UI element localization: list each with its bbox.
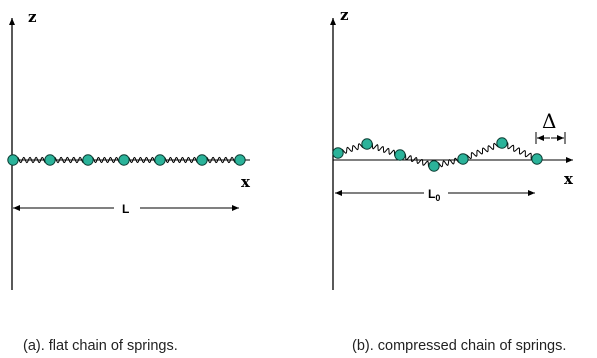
z-label-a: z xyxy=(28,8,37,26)
panel-b-mass-2 xyxy=(361,138,373,150)
panel-b-mass-7 xyxy=(531,153,543,165)
length-label-b-subscript: 0 xyxy=(435,193,440,203)
panel-b-mass-4 xyxy=(428,160,440,172)
panel-a-mass-7 xyxy=(234,154,246,166)
panel-a-mass-4 xyxy=(118,154,130,166)
length-label-b: L0 xyxy=(428,187,440,203)
panel-b: z x Δ L0 (b). compressed chain of spring… xyxy=(330,6,574,354)
panel-b-mass-3 xyxy=(394,149,406,161)
panel-a-mass-3 xyxy=(82,154,94,166)
caption-b: (b). compressed chain of springs. xyxy=(352,338,566,354)
x-label-b: x xyxy=(564,170,574,188)
panel-b-mass-1 xyxy=(332,147,344,159)
x-label-a: x xyxy=(241,173,251,191)
panel-b-mass-6 xyxy=(496,137,508,149)
panel-b-mass-5 xyxy=(457,153,469,165)
delta-label: Δ xyxy=(542,109,556,133)
length-label-a: L xyxy=(122,202,129,216)
panel-a: z x L (a). flat chain of springs. xyxy=(7,8,251,354)
z-label-b: z xyxy=(340,6,349,24)
caption-a: (a). flat chain of springs. xyxy=(23,338,178,354)
panel-a-mass-6 xyxy=(196,154,208,166)
panel-a-mass-5 xyxy=(154,154,166,166)
length-label-b-main: L xyxy=(428,187,435,201)
panel-a-mass-2 xyxy=(44,154,56,166)
masses-a xyxy=(7,154,246,166)
masses-b xyxy=(332,137,543,172)
panel-a-mass-1 xyxy=(7,154,19,166)
